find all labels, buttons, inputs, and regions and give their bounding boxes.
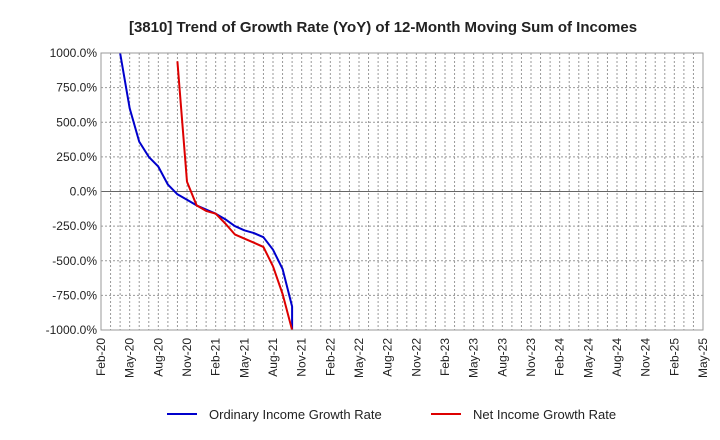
x-tick-label: May-23	[467, 338, 481, 378]
x-tick-label: Feb-22	[323, 338, 337, 376]
x-tick-label: Aug-22	[381, 338, 395, 377]
legend: Ordinary Income Growth Rate Net Income Gr…	[167, 407, 616, 422]
x-tick-label: Feb-20	[94, 338, 108, 376]
legend-label-net: Net Income Growth Rate	[473, 407, 616, 422]
y-tick-label: -1000.0%	[46, 323, 98, 337]
x-tick-label: Nov-21	[295, 338, 309, 377]
x-tick-label: Nov-20	[180, 338, 194, 377]
x-tick-label: Nov-24	[639, 338, 653, 377]
y-tick-label: -750.0%	[52, 288, 97, 302]
series-layer	[119, 53, 294, 330]
x-axis: Feb-20 May-20 Aug-20 Nov-20 Feb-21 May-21 Aug-…	[94, 338, 710, 378]
plot-frame	[100, 52, 704, 331]
y-tick-label: 250.0%	[56, 150, 97, 164]
y-tick-label: 750.0%	[56, 81, 97, 95]
x-tick-label: Aug-23	[495, 338, 509, 377]
x-tick-label: Nov-22	[409, 338, 423, 377]
y-tick-label: -500.0%	[52, 254, 97, 268]
x-tick-label: Feb-24	[553, 338, 567, 376]
x-tick-label: Aug-24	[610, 338, 624, 377]
x-tick-label: May-22	[352, 338, 366, 378]
y-tick-label: -250.0%	[52, 219, 97, 233]
x-tick-label: May-20	[123, 338, 137, 378]
x-tick-label: Feb-23	[438, 338, 452, 376]
y-tick-label: 500.0%	[56, 115, 97, 129]
grid	[101, 53, 703, 330]
x-tick-label: Aug-21	[266, 338, 280, 377]
x-tick-label: May-21	[237, 338, 251, 378]
x-tick-label: May-24	[581, 338, 595, 378]
y-tick-label: 0.0%	[70, 185, 98, 199]
y-tick-label: 1000.0%	[50, 46, 98, 60]
legend-label-ordinary: Ordinary Income Growth Rate	[209, 407, 382, 422]
net-income-growth-line	[176, 61, 294, 330]
x-tick-label: May-25	[696, 338, 710, 378]
x-tick-label: Feb-21	[209, 338, 223, 376]
x-tick-label: Feb-25	[667, 338, 681, 376]
x-tick-label: Aug-20	[151, 338, 165, 377]
y-axis: 1000.0% 750.0% 500.0% 250.0% 0.0% -250.0% -500…	[46, 46, 98, 337]
chart-title: [3810] Trend of Growth Rate (YoY) of 12-…	[129, 19, 637, 36]
x-tick-label: Nov-23	[524, 338, 538, 377]
